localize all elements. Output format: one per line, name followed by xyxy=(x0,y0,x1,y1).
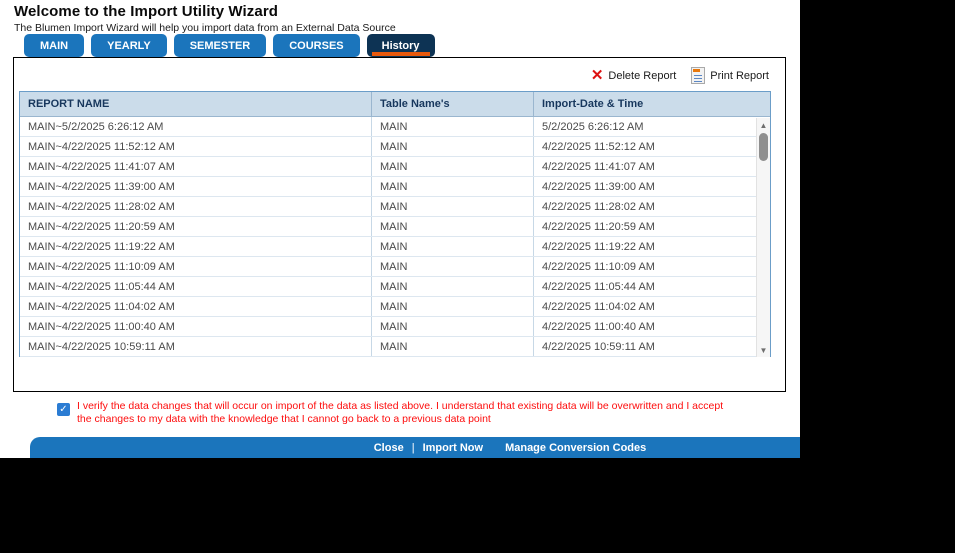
cell-table-name: MAIN xyxy=(371,277,533,296)
tab-history[interactable]: History xyxy=(366,34,435,57)
cell-import-date: 5/2/2025 6:26:12 AM xyxy=(533,117,770,136)
cell-import-date: 4/22/2025 11:41:07 AM xyxy=(533,157,770,176)
cell-import-date: 4/22/2025 11:28:02 AM xyxy=(533,197,770,216)
cell-report-name: MAIN~4/22/2025 11:20:59 AM xyxy=(28,220,175,233)
cell-import-date: 4/22/2025 11:04:02 AM xyxy=(533,297,770,316)
import-now-button[interactable]: Import Now xyxy=(422,441,484,454)
tab-yearly[interactable]: YEARLY xyxy=(91,34,167,57)
print-icon-line xyxy=(694,75,703,76)
cell-report-name: MAIN~4/22/2025 11:00:40 AM xyxy=(28,320,175,333)
footer-action-bar: Close | Import Now Manage Conversion Cod… xyxy=(30,437,800,458)
table-row[interactable]: MAIN~4/22/2025 11:19:22 AM MAIN 4/22/202… xyxy=(20,237,770,257)
table-row[interactable]: MAIN~4/22/2025 11:28:02 AM MAIN 4/22/202… xyxy=(20,197,770,217)
table-row[interactable]: MAIN~4/22/2025 11:04:02 AM MAIN 4/22/202… xyxy=(20,297,770,317)
table-row[interactable]: MAIN~4/22/2025 11:20:59 AM MAIN 4/22/202… xyxy=(20,217,770,237)
table-header-row: REPORT NAME Table Name's Import-Date & T… xyxy=(20,92,770,117)
cell-table-name: MAIN xyxy=(371,117,533,136)
table-row[interactable]: MAIN~4/22/2025 11:10:09 AM MAIN 4/22/202… xyxy=(20,257,770,277)
cell-table-name: MAIN xyxy=(371,217,533,236)
table-row[interactable]: MAIN~4/22/2025 11:39:00 AM MAIN 4/22/202… xyxy=(20,177,770,197)
table-row[interactable]: MAIN~4/22/2025 11:05:44 AM MAIN 4/22/202… xyxy=(20,277,770,297)
cell-table-name: MAIN xyxy=(371,157,533,176)
cell-report-name: MAIN~4/22/2025 11:39:00 AM xyxy=(28,180,175,193)
cell-import-date: 4/22/2025 11:10:09 AM xyxy=(533,257,770,276)
cell-table-name: MAIN xyxy=(371,317,533,336)
cell-table-name: MAIN xyxy=(371,237,533,256)
cell-report-name: MAIN~4/22/2025 11:04:02 AM xyxy=(28,300,175,313)
cell-report-name: MAIN~4/22/2025 11:41:07 AM xyxy=(28,160,175,173)
print-report-button[interactable]: Print Report xyxy=(710,69,769,82)
table-row[interactable]: MAIN~4/22/2025 11:41:07 AM MAIN 4/22/202… xyxy=(20,157,770,177)
cell-table-name: MAIN xyxy=(371,337,533,356)
cell-table-name: MAIN xyxy=(371,297,533,316)
tab-semester-label: SEMESTER xyxy=(189,39,251,52)
scroll-up-icon[interactable]: ▲ xyxy=(759,120,768,130)
cell-table-name: MAIN xyxy=(371,137,533,156)
cell-import-date: 4/22/2025 11:00:40 AM xyxy=(533,317,770,336)
cell-report-name: MAIN~4/22/2025 10:59:11 AM xyxy=(28,340,175,353)
cell-table-name: MAIN xyxy=(371,177,533,196)
print-icon-line xyxy=(694,81,703,82)
verify-section: ✓ I verify the data changes that will oc… xyxy=(57,400,727,426)
tab-history-label: History xyxy=(381,39,420,52)
scroll-down-icon[interactable]: ▼ xyxy=(759,345,768,355)
cell-import-date: 4/22/2025 10:59:11 AM xyxy=(533,337,770,356)
table-row[interactable]: MAIN~4/22/2025 10:59:11 AM MAIN 4/22/202… xyxy=(20,337,770,357)
cell-import-date: 4/22/2025 11:39:00 AM xyxy=(533,177,770,196)
verify-checkbox[interactable]: ✓ xyxy=(57,403,70,416)
cell-report-name: MAIN~4/22/2025 11:05:44 AM xyxy=(28,280,175,293)
manage-conversion-codes-button[interactable]: Manage Conversion Codes xyxy=(505,441,647,454)
delete-report-button[interactable]: Delete Report xyxy=(608,69,677,82)
print-icon-line xyxy=(694,78,703,79)
tab-main-label: MAIN xyxy=(40,39,69,52)
cell-report-name: MAIN~4/22/2025 11:52:12 AM xyxy=(28,140,175,153)
close-button[interactable]: Close xyxy=(373,441,404,454)
table-row[interactable]: MAIN~4/22/2025 11:52:12 AM MAIN 4/22/202… xyxy=(20,137,770,157)
tab-yearly-label: YEARLY xyxy=(107,39,151,52)
tab-semester[interactable]: SEMESTER xyxy=(173,34,267,57)
cell-report-name: MAIN~4/22/2025 11:19:22 AM xyxy=(28,240,175,253)
history-panel: ✕ Delete Report Print Report REPORT NAME… xyxy=(13,57,786,392)
active-tab-indicator xyxy=(371,52,430,56)
report-history-table: REPORT NAME Table Name's Import-Date & T… xyxy=(19,91,771,357)
print-icon-header xyxy=(693,69,701,72)
print-report-icon[interactable] xyxy=(691,67,706,84)
wizard-tabs: MAIN YEARLY SEMESTER COURSES History xyxy=(24,34,435,57)
report-toolbar: ✕ Delete Report Print Report xyxy=(591,67,769,84)
cell-report-name: MAIN~5/2/2025 6:26:12 AM xyxy=(28,120,164,133)
cell-import-date: 4/22/2025 11:20:59 AM xyxy=(533,217,770,236)
table-row[interactable]: MAIN~5/2/2025 6:26:12 AM MAIN 5/2/2025 6… xyxy=(20,117,770,137)
cell-import-date: 4/22/2025 11:19:22 AM xyxy=(533,237,770,256)
delete-report-icon[interactable]: ✕ xyxy=(590,66,604,84)
table-scrollbar[interactable]: ▲ ▼ xyxy=(756,118,770,357)
cell-report-name: MAIN~4/22/2025 11:10:09 AM xyxy=(28,260,175,273)
table-row[interactable]: MAIN~4/22/2025 11:00:40 AM MAIN 4/22/202… xyxy=(20,317,770,337)
column-header-report-name[interactable]: REPORT NAME xyxy=(28,98,110,110)
footer-divider: | xyxy=(411,441,415,454)
verify-warning-text: I verify the data changes that will occu… xyxy=(77,400,724,425)
page-title: Welcome to the Import Utility Wizard xyxy=(14,3,279,20)
tab-main[interactable]: MAIN xyxy=(24,34,85,57)
black-mask-bottom xyxy=(0,458,955,553)
scrollbar-thumb[interactable] xyxy=(759,133,768,161)
cell-table-name: MAIN xyxy=(371,197,533,216)
tab-courses-label: COURSES xyxy=(289,39,344,52)
cell-import-date: 4/22/2025 11:52:12 AM xyxy=(533,137,770,156)
tab-courses[interactable]: COURSES xyxy=(273,34,360,57)
cell-table-name: MAIN xyxy=(371,257,533,276)
column-header-import-date[interactable]: Import-Date & Time xyxy=(533,92,770,116)
cell-import-date: 4/22/2025 11:05:44 AM xyxy=(533,277,770,296)
page-subtitle: The Blumen Import Wizard will help you i… xyxy=(14,22,396,34)
cell-report-name: MAIN~4/22/2025 11:28:02 AM xyxy=(28,200,175,213)
column-header-table-names[interactable]: Table Name's xyxy=(371,92,533,116)
